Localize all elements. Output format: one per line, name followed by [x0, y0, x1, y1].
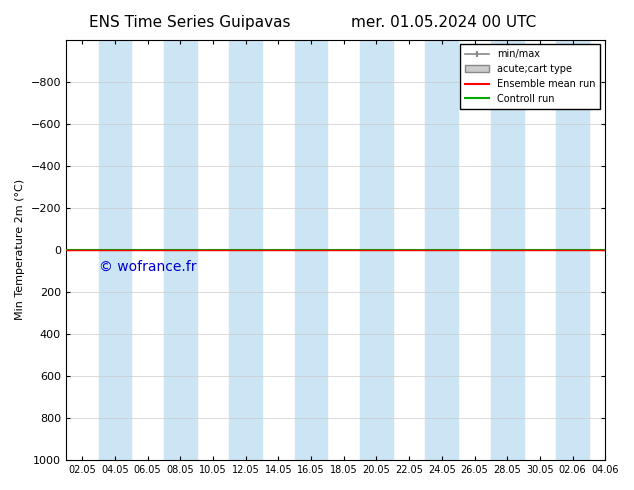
Text: © wofrance.fr: © wofrance.fr — [99, 260, 196, 274]
Text: mer. 01.05.2024 00 UTC: mer. 01.05.2024 00 UTC — [351, 15, 536, 30]
Text: ENS Time Series Guipavas: ENS Time Series Guipavas — [89, 15, 291, 30]
Bar — [295, 40, 327, 460]
Bar — [556, 40, 589, 460]
Bar — [164, 40, 197, 460]
Bar — [99, 40, 131, 460]
Bar — [360, 40, 393, 460]
Bar — [491, 40, 524, 460]
Bar — [230, 40, 262, 460]
Legend: min/max, acute;cart type, Ensemble mean run, Controll run: min/max, acute;cart type, Ensemble mean … — [460, 45, 600, 109]
Bar — [425, 40, 458, 460]
Y-axis label: Min Temperature 2m (°C): Min Temperature 2m (°C) — [15, 179, 25, 320]
